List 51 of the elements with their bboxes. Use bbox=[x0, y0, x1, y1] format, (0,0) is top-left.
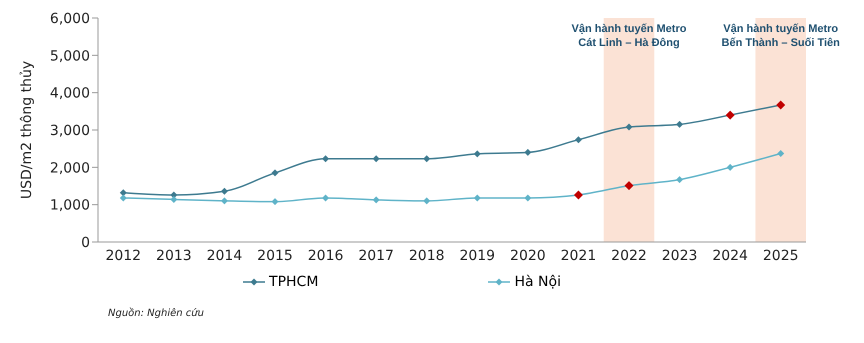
y-tick-label: 0 bbox=[81, 234, 90, 251]
band-label: Vận hành tuyến Metro Cát Linh – Hà Đông bbox=[572, 23, 687, 49]
x-tick-label: 2023 bbox=[662, 248, 698, 264]
x-tick-label: 2012 bbox=[105, 248, 142, 264]
point bbox=[423, 155, 430, 162]
point bbox=[120, 189, 127, 196]
y-axis-title: USD/m2 thông thủy bbox=[18, 60, 35, 200]
x-tick-label: 2015 bbox=[257, 248, 293, 264]
point bbox=[574, 136, 582, 144]
point bbox=[372, 155, 380, 162]
point bbox=[624, 181, 634, 190]
x-tick-label: 2018 bbox=[408, 248, 445, 264]
y-tick-label: 2,000 bbox=[50, 160, 90, 176]
y-tick-label: 6,000 bbox=[50, 10, 90, 27]
y-tick-label: 3,000 bbox=[50, 122, 90, 139]
point bbox=[322, 155, 330, 162]
point bbox=[676, 176, 684, 184]
point bbox=[220, 197, 228, 204]
point bbox=[372, 196, 380, 204]
x-tick-label: 2016 bbox=[308, 248, 344, 264]
point bbox=[626, 124, 632, 131]
x-tick-label: 2017 bbox=[358, 248, 394, 264]
y-tick-label: 5,000 bbox=[50, 48, 90, 64]
band-label: Vận hành tuyến Metro Bến Thành – Suối Tiên bbox=[722, 23, 840, 49]
y-tick-label: 4,000 bbox=[50, 86, 90, 102]
point bbox=[272, 198, 278, 206]
x-tick-label: 2013 bbox=[156, 248, 192, 264]
text: Nguồn: Nghiên cứu bbox=[107, 308, 205, 319]
x-tick-label: 2021 bbox=[560, 248, 596, 264]
y-tick-label: 1,000 bbox=[50, 198, 90, 214]
x-tick-label: 2020 bbox=[510, 248, 546, 264]
x-tick-label: 2022 bbox=[611, 248, 647, 264]
point bbox=[777, 150, 784, 158]
x-tick-label: 2025 bbox=[762, 248, 799, 264]
x-tick-label: 2014 bbox=[206, 248, 242, 264]
point bbox=[524, 148, 532, 156]
legend-label: TPHCM bbox=[269, 274, 318, 290]
point bbox=[423, 197, 430, 204]
point bbox=[726, 164, 734, 171]
point bbox=[120, 194, 127, 202]
point bbox=[524, 194, 532, 202]
point bbox=[220, 188, 228, 195]
legend-label: Hà Nội bbox=[514, 274, 561, 290]
x-tick-label: 2024 bbox=[712, 248, 748, 264]
point bbox=[474, 150, 481, 158]
point bbox=[272, 169, 278, 176]
point bbox=[322, 194, 330, 202]
point bbox=[474, 194, 481, 202]
point bbox=[676, 120, 684, 128]
x-tick-label: 2019 bbox=[459, 248, 496, 264]
point bbox=[170, 196, 178, 203]
